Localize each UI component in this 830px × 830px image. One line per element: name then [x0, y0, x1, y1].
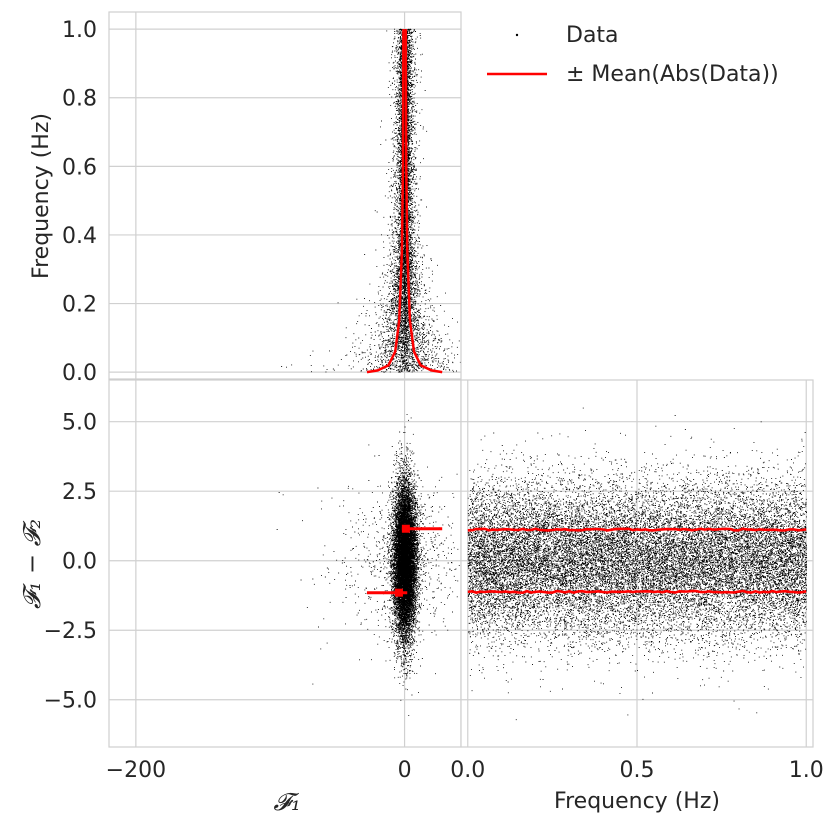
tl-ytick-label: 0.8: [62, 87, 97, 112]
bl-mean-abs-marker: [394, 588, 403, 597]
br-mean-abs-line: [467, 527, 807, 532]
bl-xtick-label: −200: [106, 758, 166, 783]
br-mean-abs-line: [467, 589, 807, 595]
legend-marker-data: [515, 33, 519, 37]
tl-ytick-label: 0.4: [62, 224, 97, 249]
tl-ytick-label: 0.6: [62, 155, 97, 180]
bl-xlabel: 𝓕₁: [273, 788, 300, 816]
bl-ylabel: 𝓕₁ − 𝓕₂: [18, 519, 46, 609]
tl-mean-abs-curve: [404, 29, 443, 374]
tl-ylabel: Frequency (Hz): [29, 113, 54, 279]
panel-bottom-left: 5.0 2.5 0.0 −2.5 −5.0 −200 0 𝓕₁ 𝓕₁ − 𝓕₂: [18, 379, 462, 816]
bl-ytick-label: −5.0: [44, 689, 97, 714]
br-xtick-label: 0.0: [450, 758, 485, 783]
bl-ytick-label: 2.5: [62, 480, 97, 505]
legend: Data ± Mean(Abs(Data)): [487, 23, 779, 87]
tl-ytick-label: 1.0: [62, 18, 97, 43]
bl-ytick-label: 5.0: [62, 411, 97, 436]
legend-label-data: Data: [566, 23, 619, 48]
bl-ytick-label: 0.0: [62, 550, 97, 575]
bl-xtick-label: 0: [398, 758, 412, 783]
bl-ytick-label: −2.5: [44, 619, 97, 644]
tl-ytick-label: 0.2: [62, 293, 97, 318]
legend-label-mean: ± Mean(Abs(Data)): [566, 62, 779, 87]
panel-top-left: 0.0 0.2 0.4 0.6 0.8 1.0 Frequency (Hz): [29, 11, 462, 386]
tl-ytick-label: 0.0: [62, 361, 97, 386]
br-xlabel: Frequency (Hz): [554, 789, 720, 814]
br-xtick-label: 1.0: [789, 758, 824, 783]
bl-mean-abs-marker: [401, 524, 410, 533]
tl-mean-abs-curve: [366, 29, 405, 374]
br-xtick-label: 0.5: [620, 758, 655, 783]
panel-bottom-right: 0.0 0.5 1.0 Frequency (Hz): [450, 379, 824, 814]
